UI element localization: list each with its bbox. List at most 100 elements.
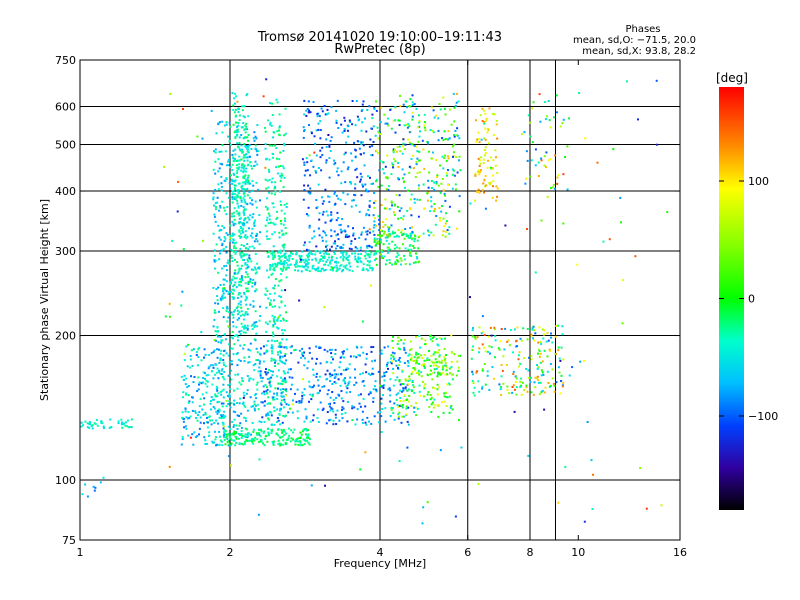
data-point bbox=[213, 339, 216, 341]
data-point bbox=[441, 401, 443, 404]
data-point bbox=[358, 147, 361, 150]
data-point bbox=[448, 382, 450, 385]
data-point bbox=[540, 159, 543, 162]
data-point bbox=[286, 438, 289, 441]
data-point bbox=[368, 420, 370, 423]
data-point bbox=[204, 411, 207, 414]
data-point bbox=[307, 261, 310, 264]
data-point bbox=[266, 216, 269, 219]
data-point bbox=[277, 382, 280, 385]
data-point bbox=[377, 215, 380, 218]
data-point bbox=[426, 359, 429, 362]
data-point bbox=[258, 243, 261, 246]
data-point bbox=[242, 254, 245, 257]
data-point bbox=[332, 242, 335, 245]
data-point bbox=[383, 230, 386, 233]
data-point bbox=[359, 180, 362, 183]
data-point bbox=[256, 388, 259, 391]
data-point bbox=[505, 364, 508, 367]
data-point bbox=[278, 306, 281, 309]
data-point bbox=[373, 237, 376, 240]
data-point bbox=[254, 219, 256, 222]
data-point bbox=[217, 188, 220, 191]
data-point bbox=[239, 197, 242, 200]
data-point bbox=[366, 109, 369, 111]
data-point bbox=[584, 137, 587, 140]
data-point bbox=[394, 261, 397, 264]
data-point bbox=[385, 188, 388, 191]
data-point bbox=[432, 406, 435, 409]
data-point bbox=[84, 483, 87, 486]
data-point bbox=[258, 366, 261, 369]
data-point bbox=[428, 349, 430, 352]
data-point bbox=[245, 290, 248, 293]
data-point bbox=[374, 239, 377, 242]
data-point bbox=[301, 347, 304, 350]
data-point bbox=[330, 356, 333, 359]
data-point bbox=[411, 118, 414, 121]
data-point bbox=[334, 202, 337, 205]
data-point bbox=[215, 395, 218, 398]
data-point bbox=[109, 418, 112, 421]
colorbar-label: [deg] bbox=[716, 71, 748, 85]
data-point bbox=[255, 347, 258, 350]
data-point bbox=[283, 398, 286, 401]
data-point bbox=[252, 269, 255, 271]
data-point bbox=[226, 233, 229, 236]
data-point bbox=[215, 363, 217, 366]
data-point bbox=[306, 108, 309, 110]
data-point bbox=[546, 195, 549, 198]
data-point bbox=[443, 355, 446, 358]
data-point bbox=[481, 387, 484, 390]
data-point bbox=[279, 219, 282, 222]
data-point bbox=[561, 333, 564, 336]
data-point bbox=[282, 265, 285, 268]
data-point bbox=[272, 202, 275, 205]
data-point bbox=[231, 363, 233, 366]
data-point bbox=[248, 379, 251, 382]
data-point bbox=[433, 368, 436, 371]
data-point bbox=[450, 366, 453, 368]
data-point bbox=[228, 393, 231, 395]
data-point bbox=[379, 384, 382, 387]
data-point bbox=[373, 415, 376, 418]
data-point bbox=[344, 181, 347, 184]
data-point bbox=[273, 406, 276, 409]
data-point bbox=[416, 257, 419, 260]
data-point bbox=[559, 125, 562, 128]
data-point bbox=[395, 364, 398, 367]
data-point bbox=[370, 127, 373, 130]
data-point bbox=[501, 369, 504, 372]
data-point bbox=[227, 316, 230, 319]
data-point bbox=[251, 422, 254, 424]
data-point bbox=[254, 393, 257, 396]
data-point bbox=[282, 429, 285, 432]
data-point bbox=[219, 205, 222, 207]
data-point bbox=[331, 408, 334, 411]
data-point bbox=[333, 204, 336, 206]
data-point bbox=[202, 371, 205, 374]
data-point bbox=[246, 287, 249, 290]
data-point bbox=[399, 360, 402, 363]
data-point bbox=[246, 146, 249, 149]
data-point bbox=[564, 465, 567, 468]
data-point bbox=[478, 173, 481, 176]
data-point bbox=[221, 339, 224, 342]
data-point bbox=[512, 384, 515, 387]
data-point bbox=[271, 233, 274, 236]
data-point bbox=[276, 421, 278, 424]
data-point bbox=[226, 441, 229, 443]
data-point bbox=[272, 156, 274, 159]
data-point bbox=[242, 181, 245, 184]
data-point bbox=[254, 290, 257, 293]
data-point bbox=[266, 208, 269, 211]
data-point bbox=[426, 141, 429, 144]
data-point bbox=[375, 109, 378, 112]
data-point bbox=[236, 428, 239, 430]
data-point bbox=[321, 196, 323, 199]
data-point bbox=[228, 291, 230, 294]
data-point bbox=[345, 368, 348, 371]
data-point bbox=[230, 248, 233, 251]
data-point bbox=[477, 157, 480, 160]
data-point bbox=[312, 414, 315, 417]
